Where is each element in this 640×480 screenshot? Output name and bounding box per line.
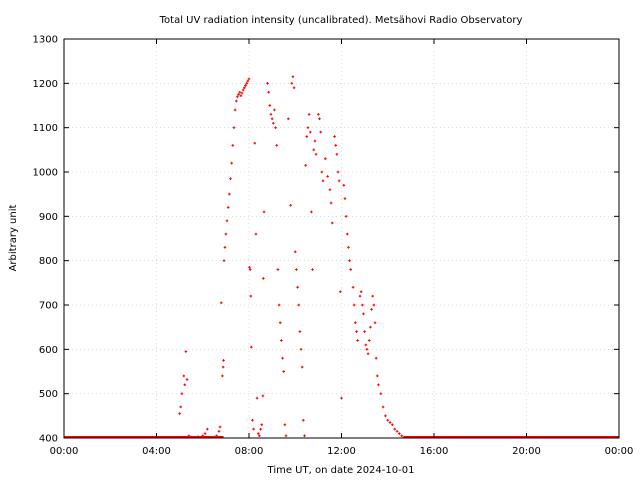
data-points (178, 75, 406, 439)
x-tick-label: 12:00 (327, 446, 356, 457)
x-tick-label: 16:00 (420, 446, 449, 457)
y-tick-label: 500 (39, 389, 58, 400)
grid-lines (64, 39, 619, 438)
x-axis-title: Time UT, on date 2024-10-01 (267, 465, 415, 476)
y-tick-label: 1200 (33, 79, 58, 90)
y-tick-label: 600 (39, 345, 58, 356)
y-axis-ticks: 400 500 600 700 800 900 1000 1100 1200 1300 (33, 35, 619, 445)
x-tick-label: 00:00 (50, 446, 79, 457)
y-tick-label: 1300 (33, 35, 58, 46)
y-tick-label: 900 (39, 212, 58, 223)
y-axis-title: Arbitrary unit (8, 205, 19, 272)
chart-title: Total UV radiation intensity (uncalibrat… (159, 15, 523, 26)
x-axis-ticks: 00:00 04:00 08:00 12:00 16:00 20:00 00:00 (50, 39, 634, 457)
x-tick-label: 20:00 (512, 446, 541, 457)
y-tick-label: 400 (39, 434, 58, 445)
y-tick-label: 1100 (33, 123, 58, 134)
y-tick-label: 1000 (33, 168, 58, 179)
x-tick-label: 08:00 (235, 446, 264, 457)
x-tick-label: 04:00 (142, 446, 171, 457)
x-tick-label: 00:00 (605, 446, 634, 457)
y-tick-label: 700 (39, 301, 58, 312)
y-tick-label: 800 (39, 256, 58, 267)
